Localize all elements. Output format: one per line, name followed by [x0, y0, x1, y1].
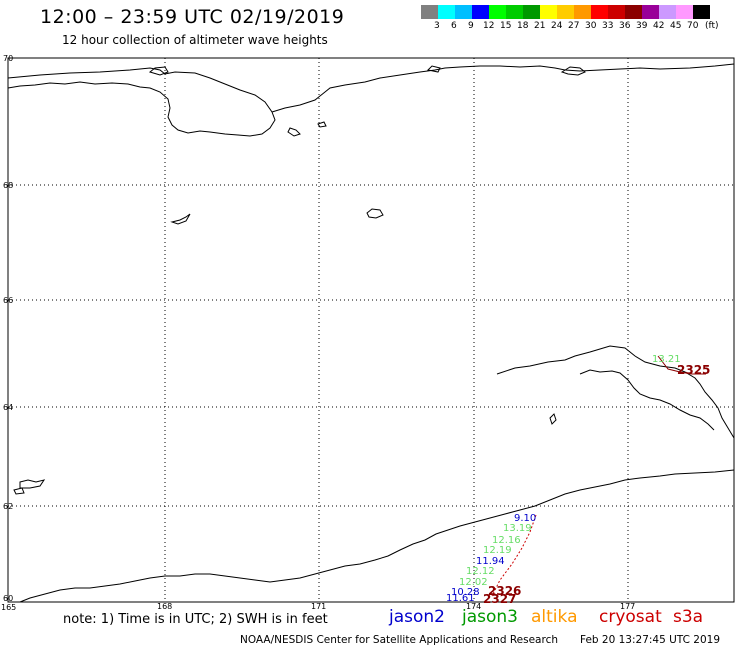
norton-sound	[579, 369, 715, 431]
legend-tick: 42	[653, 21, 665, 31]
lat-label: 62	[3, 502, 13, 511]
swh-label: 13.21	[652, 354, 681, 365]
lon-label: 168	[157, 602, 172, 611]
st-lawrence-island	[366, 208, 384, 219]
legend-tick: 3	[434, 21, 440, 31]
pass-code: 2325	[677, 363, 710, 377]
small-island	[426, 65, 441, 73]
legend-swatch	[591, 5, 608, 19]
color-legend	[421, 5, 710, 19]
legend-tick: 21	[534, 21, 546, 31]
note-text: note: 1) Time is in UTC; 2) SWH is in fe…	[63, 612, 328, 627]
chukotka-coast	[7, 67, 276, 137]
arctic-coast	[271, 63, 735, 113]
small-island	[19, 479, 46, 489]
lat-label: 68	[3, 181, 13, 190]
pass-code: 2326	[488, 584, 521, 598]
legend-tick: 15	[500, 21, 512, 31]
legend-swatch	[438, 5, 455, 19]
small-island	[560, 66, 586, 76]
legend-swatch	[625, 5, 642, 19]
legend-swatch	[557, 5, 574, 19]
cryosat-track	[657, 355, 706, 375]
coastline	[7, 63, 735, 603]
legend-swatch	[540, 5, 557, 19]
satellite-jason2: jason2	[389, 607, 445, 627]
lon-label: 171	[311, 602, 326, 611]
legend-swatch	[659, 5, 676, 19]
alaska-southwest-coast	[19, 469, 735, 603]
legend-tick: 45	[670, 21, 682, 31]
swh-label: 12.12	[466, 566, 495, 577]
legend-labels: 3 6 9 12 15 18 21 24 27 30 33 36 39 42 4…	[421, 21, 740, 33]
legend-tick: 30	[585, 21, 597, 31]
legend-swatch	[506, 5, 523, 19]
lat-label: 66	[3, 296, 13, 305]
swh-label: 11.94	[476, 556, 505, 567]
legend-unit: (ft)	[705, 21, 719, 31]
legend-swatch	[472, 5, 489, 19]
credit-text: NOAA/NESDIS Center for Satellite Applica…	[240, 634, 558, 646]
legend-swatch	[421, 5, 438, 19]
swh-label: 12.02	[459, 577, 488, 588]
legend-tick: 24	[551, 21, 563, 31]
timestamp-text: Feb 20 13:27:45 UTC 2019	[580, 634, 720, 646]
legend-swatch	[693, 5, 710, 19]
lon-label: 174	[466, 602, 481, 611]
satellite-jason3: jason3	[462, 607, 518, 627]
swh-label: 11.61	[446, 593, 475, 604]
small-island	[13, 487, 25, 495]
satellite-altika: altika	[531, 607, 578, 627]
swh-label: 12.16	[492, 535, 521, 546]
satellite-s3a: s3a	[673, 607, 704, 627]
map-frame	[7, 57, 735, 603]
pass-code: 2327	[483, 592, 516, 606]
legend-tick: 39	[636, 21, 648, 31]
lat-label: 64	[3, 403, 13, 412]
small-island	[317, 121, 327, 128]
legend-swatch	[523, 5, 540, 19]
cryosat-track	[491, 514, 537, 597]
map-subtitle: 12 hour collection of altimeter wave hei…	[62, 33, 328, 47]
legend-tick: 18	[517, 21, 529, 31]
map-title: 12:00 – 23:59 UTC 02/19/2019	[40, 6, 345, 28]
legend-swatch	[574, 5, 591, 19]
tracks	[491, 355, 706, 597]
lat-label: 60	[3, 594, 13, 603]
legend-tick: 12	[483, 21, 495, 31]
legend-swatch	[676, 5, 693, 19]
lon-label: 165	[1, 603, 16, 612]
legend-tick: 33	[602, 21, 614, 31]
small-island	[287, 127, 301, 137]
legend-tick: 36	[619, 21, 631, 31]
legend-tick: 70	[687, 21, 699, 31]
swh-label: 13.19	[503, 523, 532, 534]
graticule	[8, 58, 734, 602]
lon-label: 177	[620, 602, 635, 611]
small-island	[549, 413, 557, 425]
bay-shape	[148, 66, 169, 76]
legend-swatch	[455, 5, 472, 19]
legend-tick: 27	[568, 21, 580, 31]
legend-swatch	[608, 5, 625, 19]
legend-tick: 6	[451, 21, 457, 31]
legend-tick: 9	[468, 21, 474, 31]
legend-swatch	[489, 5, 506, 19]
swh-label: 12.19	[483, 545, 512, 556]
small-island	[170, 213, 191, 225]
swh-label: 9.10	[514, 513, 536, 524]
lat-label: 70	[3, 54, 13, 63]
swh-label: 10.28	[451, 587, 480, 598]
satellite-cryosat: cryosat	[599, 607, 662, 627]
legend-swatch	[642, 5, 659, 19]
seward-peninsula	[496, 345, 735, 439]
